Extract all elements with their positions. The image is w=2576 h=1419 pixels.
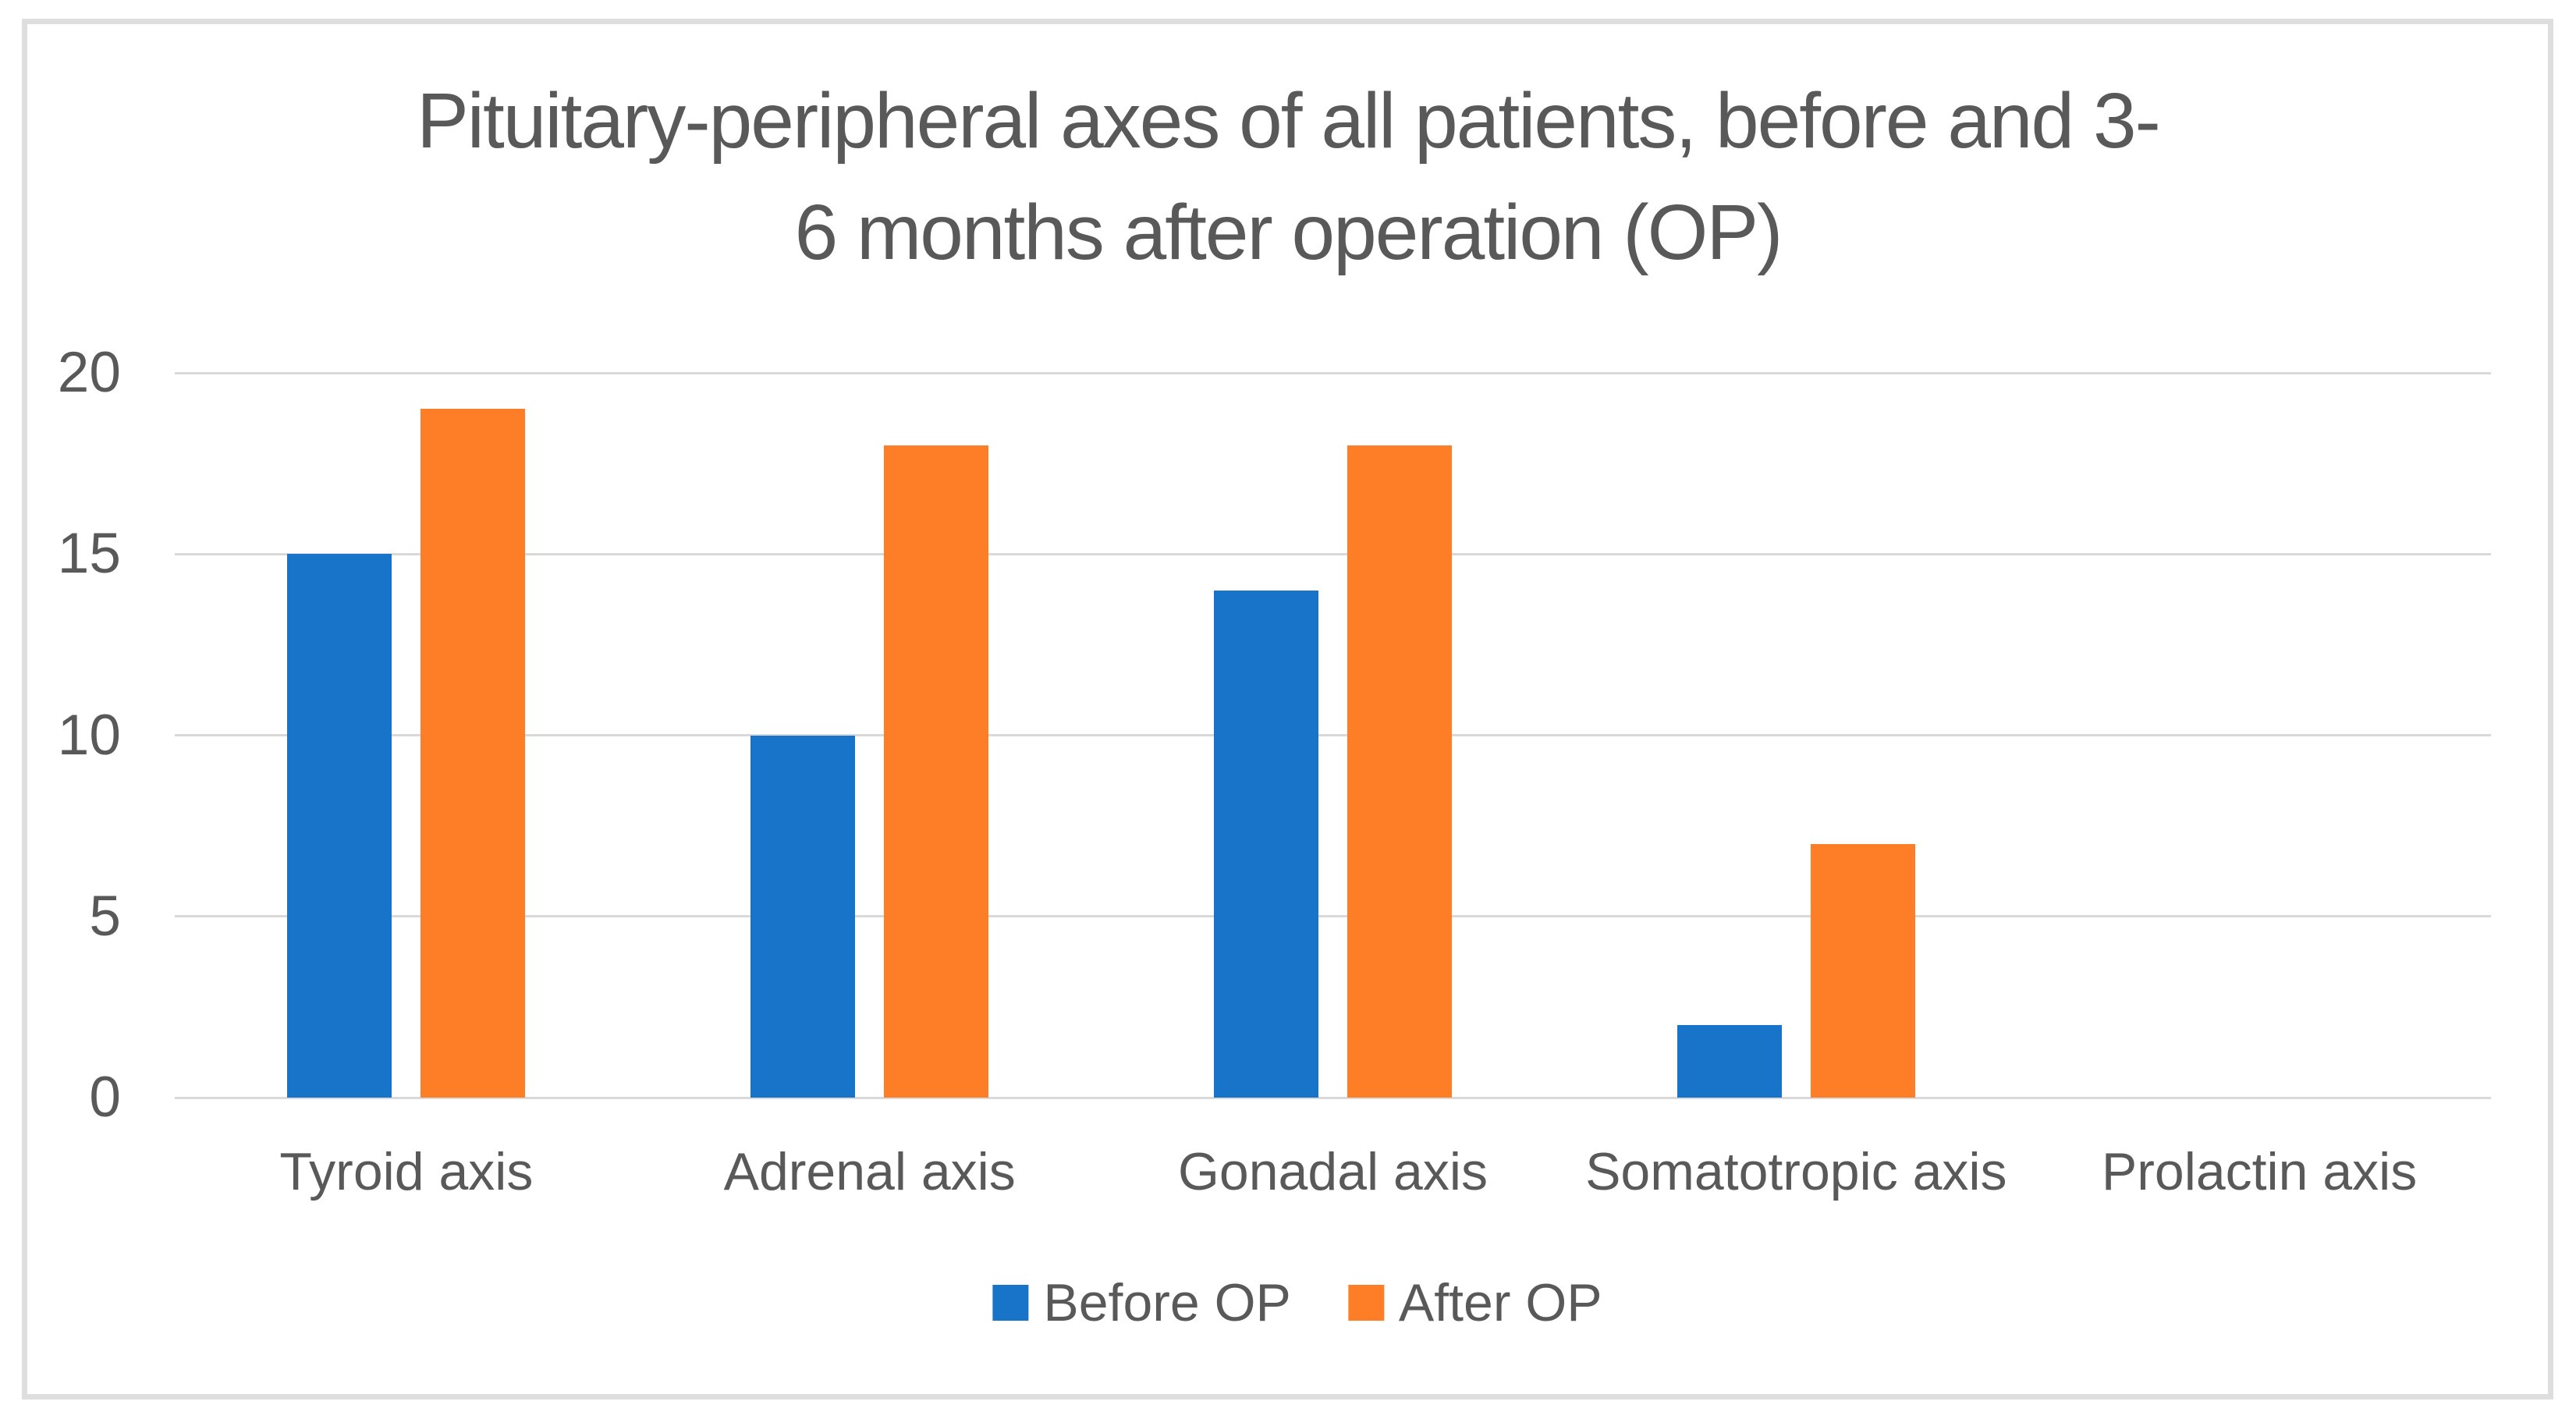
legend-swatch-before-op [992,1285,1029,1321]
chart-title-line-2: 6 months after operation (OP) [794,189,1783,276]
legend-label-before-op: Before OP [1043,1273,1291,1332]
bar-after-op-adrenal-axis [884,445,989,1098]
legend-item-after-op: After OP [1347,1272,1602,1334]
bar-before-op-adrenal-axis [750,735,856,1098]
y-tick-label-20: 20 [57,341,121,404]
x-axis-label-gonadal-axis: Gonadal axis [1178,1142,1488,1201]
gridline-y-10 [175,734,2491,736]
bar-before-op-tyroid-axis [287,554,392,1098]
bar-before-op-somatotropic-axis [1677,1025,1782,1098]
bar-after-op-tyroid-axis [420,409,526,1098]
bar-before-op-gonadal-axis [1214,590,1318,1098]
chart-outer-border [22,19,2553,1399]
legend-label-after-op: After OP [1398,1273,1602,1332]
x-axis-label-prolactin-axis: Prolactin axis [2101,1142,2418,1201]
gridline-y-0 [175,1096,2491,1099]
y-tick-label-10: 10 [57,703,121,767]
x-axis-label-adrenal-axis: Adrenal axis [723,1142,1016,1201]
y-tick-label-5: 5 [89,884,121,948]
bar-after-op-gonadal-axis [1347,445,1452,1098]
gridline-y-5 [175,915,2491,918]
gridline-y-15 [175,552,2491,555]
y-tick-label-0: 0 [89,1066,121,1129]
legend-swatch-after-op [1347,1285,1384,1321]
x-axis-label-somatotropic-axis: Somatotropic axis [1585,1142,2007,1201]
bar-after-op-somatotropic-axis [1810,843,1915,1098]
chart-title: Pituitary-peripheral axes of all patient… [0,66,2576,289]
legend: Before OP After OP [992,1272,1602,1334]
y-tick-label-15: 15 [57,522,121,586]
gridline-y-20 [175,371,2491,374]
chart-title-line-1: Pituitary-peripheral axes of all patient… [417,77,2161,165]
x-axis-label-tyroid-axis: Tyroid axis [279,1142,534,1201]
legend-item-before-op: Before OP [992,1272,1291,1334]
